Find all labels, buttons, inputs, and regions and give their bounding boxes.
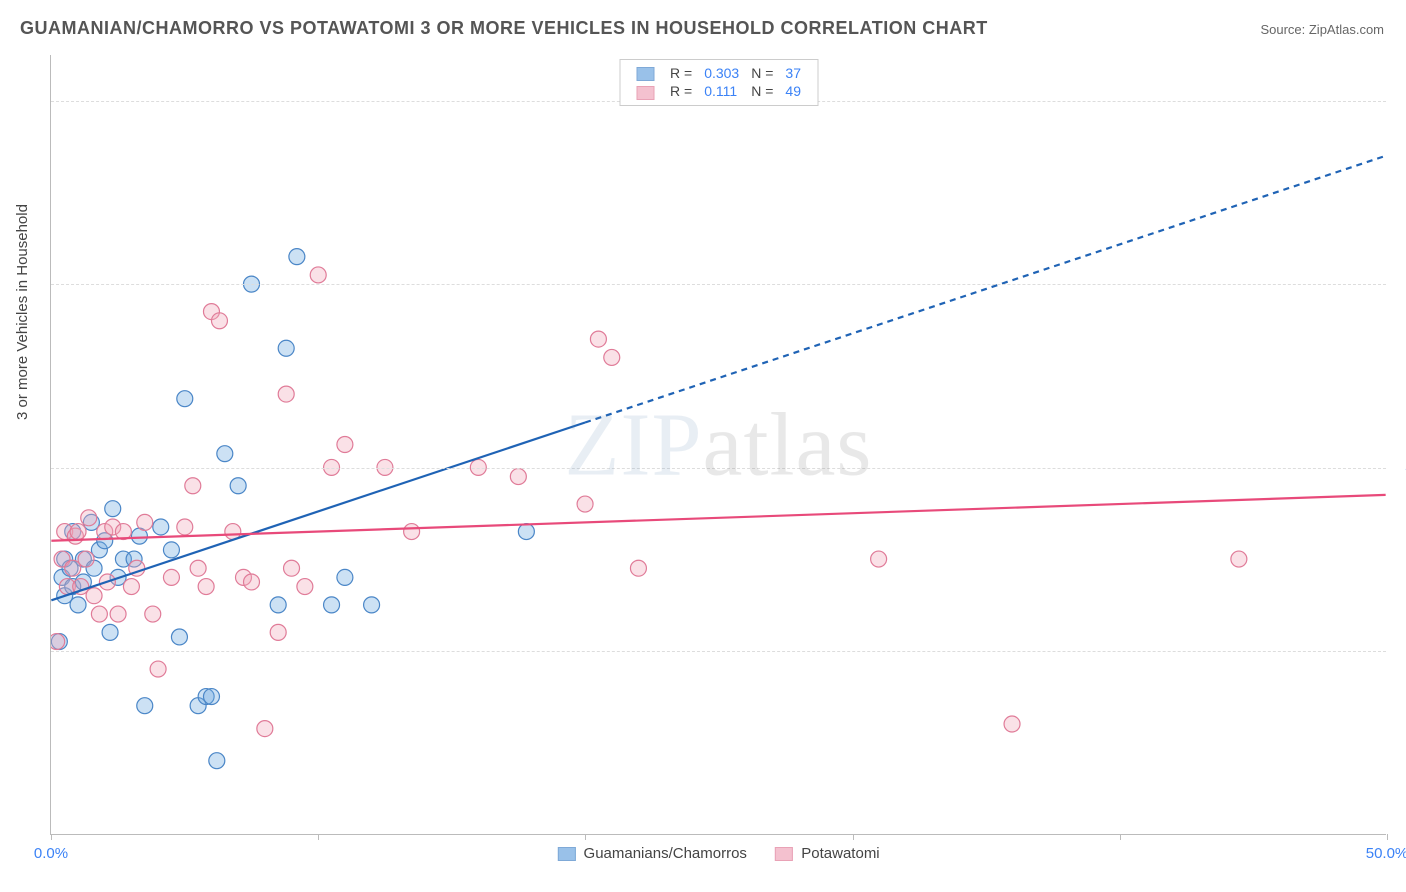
swatch-series-1: [636, 67, 654, 81]
x-tick: [585, 834, 586, 840]
data-point: [70, 524, 86, 540]
x-tick: [1120, 834, 1121, 840]
data-point: [244, 574, 260, 590]
r-label: R =: [664, 82, 698, 100]
data-point: [310, 267, 326, 283]
legend-item-1: Guamanians/Chamorros: [557, 845, 747, 862]
legend-label-2: Potawatomi: [801, 845, 879, 862]
stats-legend: R = 0.303 N = 37 R = 0.111 N = 49: [619, 59, 818, 106]
scatter-svg: [51, 55, 1386, 834]
n-label: N =: [745, 82, 779, 100]
data-point: [163, 569, 179, 585]
legend-label-1: Guamanians/Chamorros: [584, 845, 747, 862]
r-value-1: 0.303: [698, 64, 745, 82]
x-tick: [51, 834, 52, 840]
data-point: [297, 579, 313, 595]
data-point: [51, 634, 65, 650]
data-point: [604, 349, 620, 365]
data-point: [1231, 551, 1247, 567]
data-point: [153, 519, 169, 535]
scatter-plot: R = 0.303 N = 37 R = 0.111 N = 49 ZIPatl…: [50, 55, 1386, 835]
data-point: [337, 437, 353, 453]
data-point: [289, 249, 305, 265]
data-point: [137, 514, 153, 530]
data-point: [278, 340, 294, 356]
data-point: [163, 542, 179, 558]
data-point: [91, 606, 107, 622]
data-point: [518, 524, 534, 540]
data-point: [171, 629, 187, 645]
data-point: [278, 386, 294, 402]
data-point: [177, 519, 193, 535]
data-point: [324, 597, 340, 613]
trend-line-dashed: [585, 156, 1386, 423]
data-point: [86, 588, 102, 604]
data-point: [404, 524, 420, 540]
data-point: [203, 689, 219, 705]
legend-swatch-1: [557, 847, 575, 861]
x-tick: [1387, 834, 1388, 840]
data-point: [209, 753, 225, 769]
data-point: [1004, 716, 1020, 732]
trend-line-solid: [51, 423, 585, 601]
data-point: [230, 478, 246, 494]
data-point: [577, 496, 593, 512]
x-tick: [318, 834, 319, 840]
trend-line-solid: [51, 495, 1385, 541]
n-value-2: 49: [779, 82, 807, 100]
swatch-series-2: [636, 86, 654, 100]
data-point: [364, 597, 380, 613]
data-point: [177, 391, 193, 407]
data-point: [150, 661, 166, 677]
stats-row-1: R = 0.303 N = 37: [630, 64, 807, 82]
data-point: [78, 551, 94, 567]
data-point: [284, 560, 300, 576]
data-point: [123, 579, 139, 595]
data-point: [630, 560, 646, 576]
data-point: [145, 606, 161, 622]
r-label: R =: [664, 64, 698, 82]
x-tick-label: 0.0%: [34, 845, 68, 862]
data-point: [590, 331, 606, 347]
data-point: [137, 698, 153, 714]
x-tick: [853, 834, 854, 840]
data-point: [81, 510, 97, 526]
n-label: N =: [745, 64, 779, 82]
data-point: [257, 721, 273, 737]
data-point: [510, 469, 526, 485]
data-point: [871, 551, 887, 567]
data-point: [270, 597, 286, 613]
data-point: [337, 569, 353, 585]
data-point: [211, 313, 227, 329]
data-point: [270, 624, 286, 640]
data-point: [190, 560, 206, 576]
data-point: [198, 579, 214, 595]
y-axis-label: 3 or more Vehicles in Household: [14, 204, 31, 420]
source-label: Source: ZipAtlas.com: [1260, 22, 1384, 37]
data-point: [105, 501, 121, 517]
legend-item-2: Potawatomi: [775, 845, 880, 862]
data-point: [185, 478, 201, 494]
chart-title: GUAMANIAN/CHAMORRO VS POTAWATOMI 3 OR MO…: [20, 18, 988, 39]
data-point: [217, 446, 233, 462]
data-point: [110, 606, 126, 622]
x-tick-label: 50.0%: [1366, 845, 1406, 862]
n-value-1: 37: [779, 64, 807, 82]
gridline-h: [51, 468, 1386, 469]
series-legend: Guamanians/Chamorros Potawatomi: [545, 845, 891, 862]
stats-row-2: R = 0.111 N = 49: [630, 82, 807, 100]
r-value-2: 0.111: [698, 82, 745, 100]
legend-swatch-2: [775, 847, 793, 861]
gridline-h: [51, 284, 1386, 285]
gridline-h: [51, 651, 1386, 652]
data-point: [70, 597, 86, 613]
data-point: [102, 624, 118, 640]
